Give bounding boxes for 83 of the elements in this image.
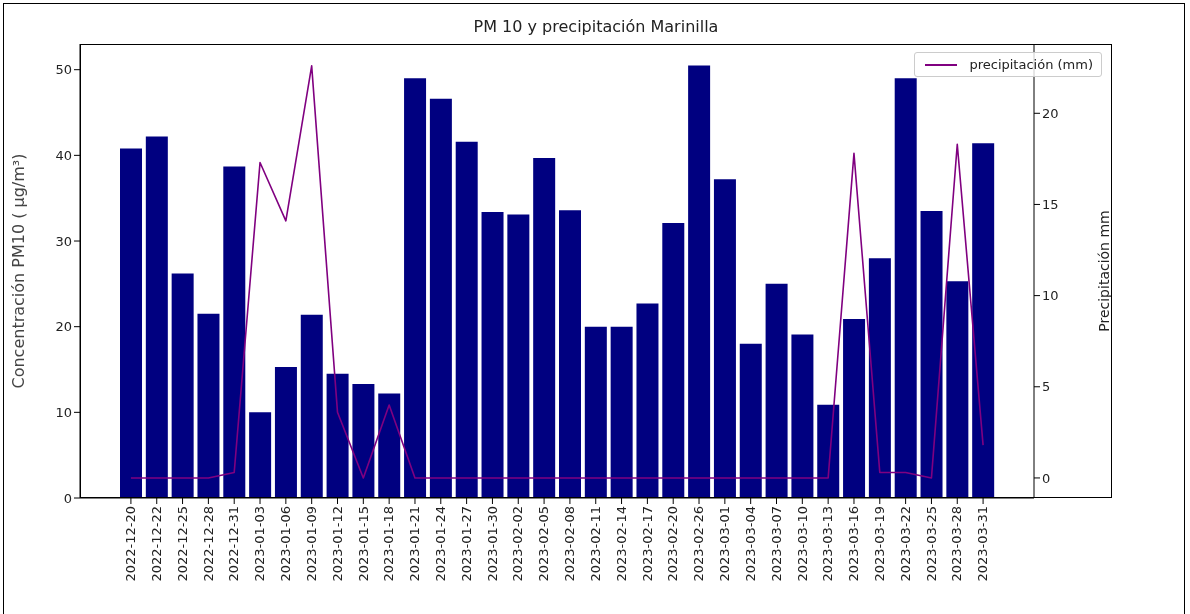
bar [713, 179, 736, 498]
x-tick-label: 2022-12-22 [148, 506, 164, 582]
y-tick-label: 30 [55, 233, 72, 249]
y-tick-label: 0 [63, 490, 72, 506]
x-tick-label: 2023-03-01 [717, 506, 733, 582]
bar [688, 65, 711, 498]
chart-title: PM 10 y precipitación Marinilla [472, 17, 720, 36]
bar [868, 258, 891, 498]
x-tick-label: 2023-03-07 [768, 506, 784, 582]
x-tick-label: 2023-02-05 [536, 506, 552, 582]
bar [662, 223, 685, 498]
x-tick-label: 2023-02-02 [510, 506, 526, 582]
bar [300, 314, 323, 498]
x-tick-label: 2022-12-28 [200, 506, 216, 582]
bar [843, 318, 866, 498]
x-tick-label: 2023-01-30 [484, 506, 500, 582]
y2-tick-label: 10 [1042, 288, 1059, 304]
bar [920, 211, 943, 498]
bar [507, 214, 530, 498]
x-tick-label: 2023-03-04 [742, 506, 758, 582]
y2-tick-label: 0 [1042, 470, 1051, 486]
x-tick-label: 2023-01-21 [407, 506, 423, 582]
bar [120, 148, 142, 498]
x-tick-label: 2023-01-03 [252, 506, 268, 582]
bar [171, 273, 194, 498]
bar [274, 366, 297, 498]
y2-axis-title: Precipitación mm [1095, 210, 1112, 332]
x-tick-label: 2023-01-06 [278, 506, 294, 582]
x-tick-label: 2023-01-12 [329, 506, 345, 582]
y2-tick-label: 5 [1042, 379, 1051, 395]
x-tick-label: 2022-12-25 [174, 506, 190, 582]
bar [946, 281, 969, 498]
bar [739, 343, 762, 498]
x-tick-label: 2023-03-22 [897, 506, 913, 582]
bar [481, 211, 504, 498]
x-tick-label: 2023-03-25 [923, 506, 939, 582]
x-tick-label: 2023-03-19 [872, 506, 888, 582]
x-tick-label: 2023-02-14 [613, 506, 629, 582]
y-axis-title: Concentración PM10 ( μg/m³) [8, 153, 28, 389]
bar [894, 78, 917, 498]
y-tick-label: 10 [55, 404, 72, 420]
y-tick-label: 20 [55, 319, 72, 335]
x-tick-label: 2023-03-16 [846, 506, 862, 582]
x-tick-label: 2023-03-31 [975, 506, 991, 582]
x-tick-label: 2023-01-27 [458, 506, 474, 582]
bar [584, 326, 607, 498]
x-tick-label: 2023-02-11 [587, 506, 603, 582]
x-tick-label: 2023-03-13 [820, 506, 836, 582]
bar [378, 393, 401, 498]
bar [352, 384, 375, 498]
bar [817, 404, 840, 498]
y-tick-label: 50 [55, 62, 72, 78]
x-tick-label: 2023-01-18 [381, 506, 397, 582]
bar [533, 157, 556, 498]
y-tick-label: 40 [55, 147, 72, 163]
bar [455, 141, 478, 498]
x-tick-label: 2023-01-15 [355, 506, 371, 582]
bar [223, 166, 246, 498]
bar [765, 283, 788, 498]
x-tick-label: 2023-03-10 [794, 506, 810, 582]
x-tick-label: 2023-02-26 [691, 506, 707, 582]
bar [326, 373, 349, 498]
bar [972, 143, 995, 498]
bar [145, 136, 168, 498]
bar [791, 334, 814, 498]
bar [249, 412, 272, 498]
bar [636, 303, 659, 498]
x-tick-label: 2023-02-08 [562, 506, 578, 582]
bar [559, 210, 581, 498]
bar [404, 78, 427, 498]
bar [610, 326, 633, 498]
bar [197, 313, 220, 498]
x-tick-label: 2023-01-24 [433, 506, 449, 582]
y2-tick-label: 20 [1042, 105, 1059, 121]
x-tick-label: 2023-02-20 [665, 506, 681, 582]
y2-tick-label: 15 [1042, 197, 1059, 213]
x-tick-label: 2023-02-17 [639, 506, 655, 582]
x-tick-label: 2023-03-28 [949, 506, 965, 582]
legend-label: precipitación (mm) [969, 57, 1093, 72]
bar [429, 98, 452, 498]
x-tick-label: 2023-01-09 [303, 506, 319, 582]
x-tick-label: 2022-12-20 [123, 506, 139, 582]
x-tick-label: 2022-12-31 [226, 506, 242, 582]
